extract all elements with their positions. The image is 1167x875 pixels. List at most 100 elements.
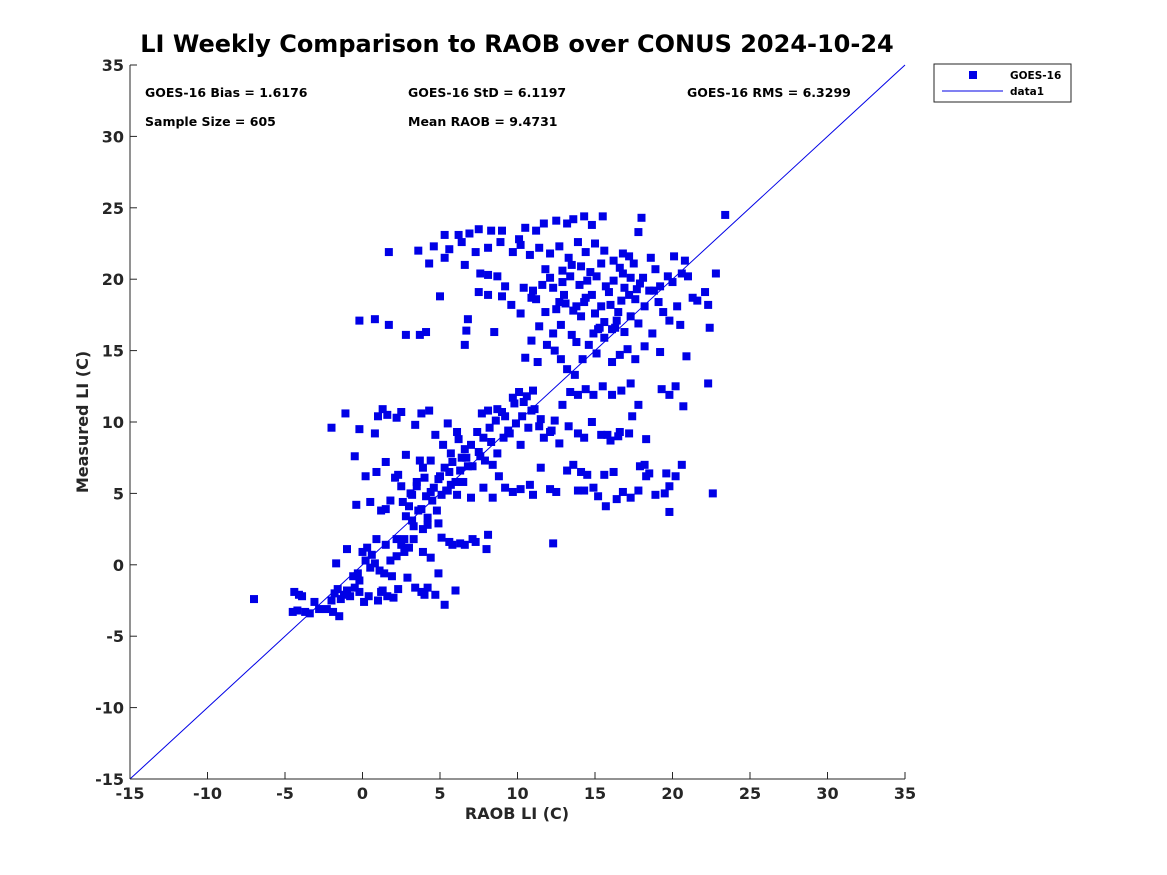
scatter-point — [370, 559, 379, 568]
scatter-point — [668, 278, 677, 287]
scatter-point — [711, 269, 720, 278]
scatter-point — [680, 256, 689, 265]
scatter-point — [349, 572, 358, 581]
scatter-point — [322, 605, 331, 614]
scatter-point — [370, 429, 379, 438]
scatter-point — [445, 537, 454, 546]
scatter-point — [436, 292, 444, 301]
scatter-point — [634, 486, 643, 495]
scatter-point — [493, 272, 502, 281]
y-tick-label: 30 — [102, 127, 124, 146]
scatter-point — [507, 300, 516, 309]
scatter-point — [420, 473, 429, 482]
scatter-point — [474, 288, 483, 297]
scatter-point — [677, 460, 686, 469]
scatter-point — [418, 525, 427, 534]
scatter-point — [488, 460, 497, 469]
scatter-point — [572, 338, 581, 347]
reference-line-data1 — [129, 64, 906, 780]
scatter-point — [542, 340, 551, 349]
scatter-point — [383, 592, 392, 601]
scatter-point — [546, 485, 555, 494]
scatter-point — [454, 435, 463, 444]
scatter-point — [684, 272, 692, 281]
scatter-point — [558, 266, 567, 275]
scatter-point — [563, 365, 572, 374]
scatter-point — [468, 462, 477, 471]
scatter-point — [597, 302, 606, 311]
scatter-point — [490, 328, 499, 337]
scatter-point — [366, 563, 375, 572]
scatter-point — [439, 440, 448, 449]
x-tick-label: 0 — [357, 784, 368, 803]
scatter-point — [429, 242, 438, 251]
scatter-point — [516, 240, 525, 249]
scatter-point — [434, 569, 443, 578]
scatter-point — [632, 285, 641, 294]
scatter-point — [527, 293, 536, 302]
scatter-point — [575, 280, 584, 289]
scatter-point — [645, 286, 654, 295]
scatter-point — [567, 330, 576, 339]
scatter-point — [649, 286, 658, 295]
scatter-point — [529, 286, 537, 295]
scatter-point — [552, 305, 561, 314]
scatter-point — [465, 229, 474, 238]
scatter-point — [660, 489, 669, 498]
scatter-point — [392, 552, 401, 561]
scatter-point — [564, 253, 573, 262]
scatter-point — [477, 409, 486, 418]
scatter-point — [456, 539, 465, 548]
legend-marker-goes16 — [969, 71, 977, 79]
scatter-point — [659, 308, 668, 317]
scatter-point — [597, 430, 606, 439]
scatter-point — [550, 346, 559, 355]
scatter-point — [482, 545, 491, 554]
scatter-point — [589, 390, 598, 399]
scatter-point — [601, 282, 610, 291]
scatter-point — [378, 405, 387, 414]
scatter-point — [598, 212, 607, 221]
scatter-point — [609, 276, 618, 285]
scatter-point — [634, 319, 643, 328]
scatter-point — [665, 390, 674, 399]
scatter-point — [564, 422, 573, 431]
scatter-point — [443, 486, 452, 495]
scatter-point — [516, 485, 525, 494]
y-tick-label: 20 — [102, 270, 124, 289]
scatter-point — [355, 316, 364, 325]
scatter-point — [290, 587, 299, 596]
scatter-point — [609, 467, 618, 476]
x-ticks: -15 -10 -5 0 5 10 15 20 25 30 35 — [116, 772, 916, 803]
scatter-point — [398, 497, 407, 506]
scatter-point — [665, 507, 674, 516]
scatter-point — [487, 437, 496, 446]
scatter-point — [463, 462, 472, 471]
x-tick-label: -15 — [116, 784, 145, 803]
scatter-point — [372, 535, 381, 544]
scatter-point — [600, 333, 609, 342]
scatter-point — [397, 482, 406, 491]
scatter-point — [515, 388, 524, 397]
scatter-point — [405, 543, 413, 552]
scatter-point — [573, 238, 582, 247]
scatter-point — [315, 605, 324, 614]
scatter-point — [383, 410, 392, 419]
scatter-point — [549, 539, 558, 548]
scatter-point — [467, 440, 475, 449]
scatter-point — [381, 457, 390, 466]
scatter-point — [293, 606, 302, 615]
scatter-point — [615, 350, 624, 359]
scatter-point — [460, 540, 469, 549]
scatter-point — [671, 472, 680, 481]
scatter-point — [415, 456, 424, 465]
scatter-point — [541, 308, 550, 317]
scatter-point — [626, 312, 635, 321]
scatter-point — [639, 273, 648, 282]
scatter-point — [339, 590, 348, 599]
x-tick-label: -10 — [193, 784, 222, 803]
scatter-point — [440, 463, 449, 472]
scatter-point — [705, 323, 714, 332]
scatter-point — [479, 433, 488, 442]
scatter-point — [583, 276, 592, 285]
